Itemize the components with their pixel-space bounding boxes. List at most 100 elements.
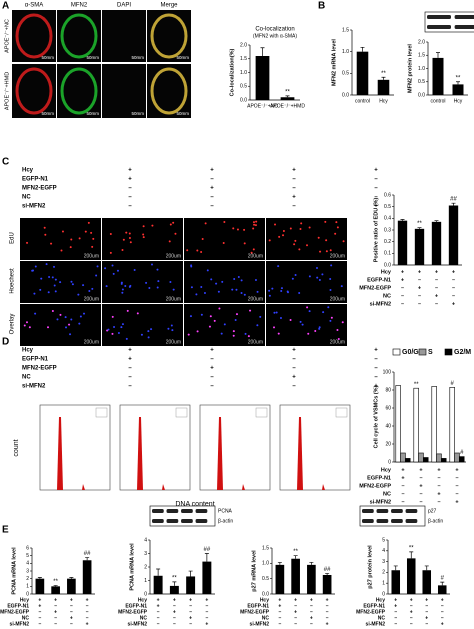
treatment-sign: – xyxy=(455,491,458,497)
treatment-label: EGFP-N1 xyxy=(367,277,391,283)
cell-nucleus xyxy=(240,292,243,295)
micrograph xyxy=(266,304,347,346)
y-tick-label: 0.3 xyxy=(384,227,391,233)
cell-nucleus xyxy=(235,288,238,291)
micrograph xyxy=(57,64,101,118)
treatment-label: MFN2-EGFP xyxy=(240,609,270,615)
significance: ** xyxy=(172,575,177,581)
cell-nucleus xyxy=(78,322,81,325)
cell-nucleus xyxy=(71,283,74,286)
cell-nucleus xyxy=(256,290,259,293)
cell-nucleus xyxy=(82,284,85,287)
blot-band xyxy=(181,519,193,523)
treatment-sign: – xyxy=(394,609,397,615)
blot-band xyxy=(152,509,164,513)
vessel-ring xyxy=(150,13,188,59)
cell-nucleus xyxy=(335,221,338,224)
cell-nucleus xyxy=(26,241,29,244)
y-tick-label: 4 xyxy=(144,537,147,543)
error-bar xyxy=(69,577,74,579)
scale-label: 200um xyxy=(84,253,99,259)
cell-nucleus xyxy=(156,286,159,289)
cell-nucleus xyxy=(69,246,72,249)
row-label: APOE⁻/⁻+HMD xyxy=(4,72,10,110)
treatment-sign: + xyxy=(310,597,313,603)
treatment-label: si-MFN2 xyxy=(370,499,391,505)
cell-nucleus xyxy=(318,278,321,281)
cell-nucleus xyxy=(51,310,54,313)
cell-nucleus xyxy=(329,277,332,280)
error-bar xyxy=(309,562,314,565)
micrograph xyxy=(57,10,101,62)
significance: ## xyxy=(84,551,91,557)
treatment-sign: + xyxy=(128,177,132,183)
treatment-sign: – xyxy=(435,277,438,283)
cell-nucleus xyxy=(203,291,206,294)
flow-peak xyxy=(137,417,143,490)
y-tick-label: 4 xyxy=(26,561,29,567)
treatment-label: Hcy xyxy=(376,597,385,603)
error-bar xyxy=(85,557,90,561)
scale-label: 50mm xyxy=(86,111,99,116)
cell-nucleus xyxy=(277,332,280,335)
cell-nucleus xyxy=(206,269,209,272)
cell-nucleus xyxy=(294,274,297,277)
significance: # xyxy=(451,381,455,387)
cell-nucleus xyxy=(68,323,71,326)
x-tick-label: control xyxy=(355,98,370,104)
treatment-sign: – xyxy=(54,615,57,621)
treatment-sign: – xyxy=(128,384,132,390)
bar xyxy=(395,385,401,463)
treatment-sign: – xyxy=(278,615,281,621)
treatment-sign: – xyxy=(205,609,208,615)
bar xyxy=(280,97,295,100)
cell-nucleus xyxy=(282,234,285,237)
treatment-sign: + xyxy=(157,603,160,609)
cell-nucleus xyxy=(213,319,216,322)
y-tick-label: 0.0 xyxy=(418,92,425,98)
treatment-sign: – xyxy=(374,186,378,192)
flow-peak xyxy=(322,484,325,490)
error-bar xyxy=(417,227,422,229)
y-tick-label: 100 xyxy=(383,369,392,375)
cell-nucleus xyxy=(340,285,343,288)
bar xyxy=(186,576,196,594)
panel-letter: E xyxy=(2,525,9,536)
treatment-sign: + xyxy=(292,375,296,381)
y-tick-label: 1.0 xyxy=(240,70,247,76)
vessel-ring xyxy=(15,13,53,59)
scale-label: 200um xyxy=(330,253,345,259)
legend-swatch xyxy=(444,348,453,356)
treatment-sign: + xyxy=(86,621,89,627)
treatment-sign: + xyxy=(326,621,329,627)
treatment-sign: + xyxy=(452,301,455,307)
cell-nucleus xyxy=(315,267,318,270)
cell-nucleus xyxy=(254,224,257,227)
flow-peak xyxy=(82,484,85,490)
blot-band xyxy=(391,519,403,523)
treatment-sign: – xyxy=(419,475,422,481)
flow-peak xyxy=(242,484,245,490)
vessel-ring xyxy=(60,67,98,115)
row-label: Overlay xyxy=(10,314,16,335)
y-tick-label: 0.5 xyxy=(418,79,425,85)
treatment-sign: + xyxy=(435,269,438,275)
cell-nucleus xyxy=(268,239,271,242)
cell-nucleus xyxy=(121,249,124,252)
y-tick-label: 2.0 xyxy=(240,42,247,48)
treatment-sign: – xyxy=(210,204,214,210)
blot-band xyxy=(427,25,451,29)
cell-nucleus xyxy=(231,288,234,291)
treatment-sign: – xyxy=(205,603,208,609)
panel-letter: C xyxy=(2,157,9,168)
y-tick-label: 5 xyxy=(382,537,385,543)
y-tick-label: 40 xyxy=(385,423,391,429)
treatment-label: Hcy xyxy=(381,467,392,473)
error-bar xyxy=(451,202,456,206)
cell-nucleus xyxy=(79,315,82,318)
cell-nucleus xyxy=(280,287,283,290)
cell-nucleus xyxy=(218,307,221,310)
treatment-label: NC xyxy=(262,615,270,621)
cell-nucleus xyxy=(111,315,114,318)
y-tick-label: 0.5 xyxy=(262,576,269,582)
